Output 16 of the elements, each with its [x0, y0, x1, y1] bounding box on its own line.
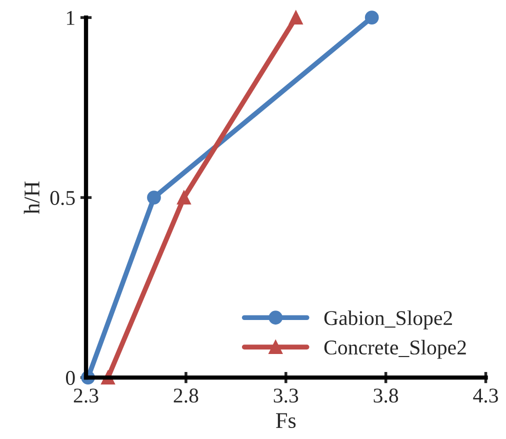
y-tick-label: 1 — [67, 11, 74, 25]
x-tick-label: 4.3 — [473, 388, 498, 403]
legend-label: Gabion_Slope2 — [324, 310, 452, 330]
point — [177, 190, 191, 204]
y-axis-title: h/H — [24, 182, 40, 214]
y-tick-label: 0 — [66, 370, 75, 385]
legend-label: Concrete_Slope2 — [324, 340, 466, 359]
y-tick-label: 0.5 — [50, 190, 75, 206]
point — [364, 10, 379, 25]
x-tick-label: 3.3 — [274, 388, 298, 403]
point — [288, 10, 303, 25]
x-tick-label: 3.8 — [374, 388, 398, 403]
x-tick-label: 2.8 — [174, 388, 198, 403]
point — [147, 190, 161, 204]
x-axis-title: Fs — [276, 413, 296, 428]
x-tick-label: 2.3 — [74, 388, 98, 403]
